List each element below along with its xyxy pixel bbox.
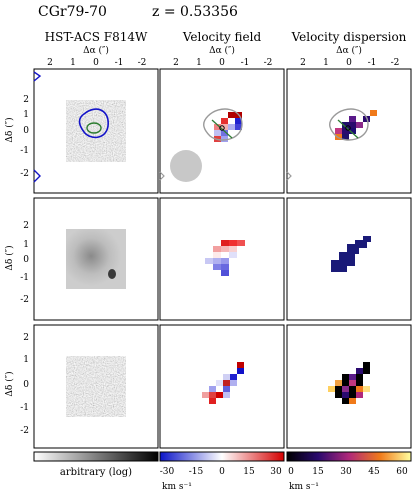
contour-outer — [78, 108, 109, 139]
svg-text:-2: -2 — [20, 426, 29, 436]
svg-text:-1: -1 — [20, 403, 29, 413]
contour-edge-top — [33, 71, 42, 82]
svg-text:-15: -15 — [189, 467, 204, 477]
svg-text:15: 15 — [312, 467, 324, 477]
colorbar-velocity-unit: km s⁻¹ — [162, 482, 192, 492]
ylabel-row3: Δδ (″) — [4, 371, 15, 396]
ylabel-row2: Δδ (″) — [4, 245, 15, 270]
contour-edge-bottom — [33, 169, 41, 183]
colorbar-velocity-ticks: -30 -15 0 15 30 — [160, 467, 282, 477]
ylabel-row1: Δδ (″) — [4, 117, 15, 142]
colorbar-image-label: arbitrary (log) — [60, 467, 132, 478]
redshift-label: z = 0.53356 — [152, 4, 238, 20]
svg-text:2: 2 — [47, 58, 53, 68]
svg-text:-2: -2 — [391, 58, 400, 68]
svg-text:15: 15 — [243, 467, 255, 477]
svg-text:-1: -1 — [368, 58, 377, 68]
hst-stamp-noise — [66, 100, 126, 162]
svg-text:-1: -1 — [20, 146, 29, 156]
svg-text:30: 30 — [340, 467, 352, 477]
velocity-residual-pixels — [202, 362, 244, 404]
x-tick-labels-col3: 2 1 0 -1 -2 — [300, 58, 399, 68]
svg-text:-2: -2 — [20, 169, 29, 179]
panel-hst-residual-row3 — [33, 324, 159, 449]
svg-text:-2: -2 — [264, 58, 273, 68]
beam-psf — [170, 150, 202, 182]
colorbar-dispersion-unit: km s⁻¹ — [289, 482, 319, 492]
xaxis-label-col2: Δα (″) — [209, 45, 235, 56]
x-tick-labels-col2: 2 1 0 -1 -2 — [173, 58, 272, 68]
panel-dispersion-residual-row3 — [286, 324, 412, 449]
xaxis-label-col1: Δα (″) — [83, 45, 109, 56]
panel-velocity-model-row2 — [159, 197, 285, 321]
y-axis-row1: 2 1 0 -1 -2 Δδ (″) — [4, 95, 29, 179]
column-title-velocity-dispersion: Velocity dispersion — [291, 30, 407, 44]
svg-text:2: 2 — [300, 58, 306, 68]
colorbar-velocity: -30 -15 0 15 30 km s⁻¹ — [159, 451, 285, 492]
svg-text:1: 1 — [23, 110, 29, 120]
dispersion-residual-pixels — [328, 362, 370, 404]
svg-text:-1: -1 — [20, 273, 29, 283]
svg-text:-30: -30 — [160, 467, 175, 477]
svg-text:2: 2 — [23, 95, 29, 105]
svg-text:1: 1 — [23, 355, 29, 365]
svg-text:2: 2 — [173, 58, 179, 68]
model-image — [66, 229, 126, 289]
svg-text:1: 1 — [323, 58, 329, 68]
residual-noise — [66, 356, 126, 417]
colorbar-dispersion-ticks: 0 15 30 45 60 — [288, 467, 408, 477]
contour-inner — [86, 122, 102, 134]
svg-text:0: 0 — [23, 255, 29, 265]
column-title-hst: HST-ACS F814W — [45, 30, 148, 44]
svg-text:2: 2 — [23, 333, 29, 343]
y-axis-row2: 2 1 0 -1 -2 Δδ (″) — [4, 221, 29, 305]
panel-dispersion-row1 — [286, 68, 412, 194]
panel-hst-model-row2 — [33, 197, 159, 321]
panel-hst-row1 — [33, 68, 159, 194]
svg-text:0: 0 — [346, 58, 352, 68]
svg-text:0: 0 — [219, 467, 225, 477]
svg-text:-1: -1 — [241, 58, 250, 68]
svg-text:2: 2 — [23, 221, 29, 231]
xaxis-label-col3: Δα (″) — [336, 45, 362, 56]
colorbar-dispersion: 0 15 30 45 60 km s⁻¹ — [286, 451, 412, 492]
companion-source — [108, 269, 116, 279]
panel-velocity-residual-row3 — [159, 324, 285, 449]
svg-text:0: 0 — [219, 58, 225, 68]
y-axis-row3: 2 1 0 -1 -2 Δδ (″) — [4, 333, 29, 436]
svg-text:-2: -2 — [138, 58, 147, 68]
svg-text:1: 1 — [196, 58, 202, 68]
svg-text:0: 0 — [288, 467, 294, 477]
dispersion-model-map — [331, 236, 371, 272]
svg-text:60: 60 — [396, 467, 408, 477]
svg-text:30: 30 — [270, 467, 282, 477]
velocity-model-pixels — [205, 240, 245, 276]
panel-dispersion-model-row2 — [286, 197, 412, 321]
svg-text:0: 0 — [23, 126, 29, 136]
svg-text:1: 1 — [23, 240, 29, 250]
x-tick-labels-col1: 2 1 0 -1 -2 — [47, 58, 146, 68]
panel-velocity-row1 — [159, 68, 285, 194]
object-name: CGr79-70 — [38, 4, 107, 20]
svg-text:-2: -2 — [20, 295, 29, 305]
colorbar-image: arbitrary (log) — [33, 451, 159, 478]
column-title-velocity-field: Velocity field — [182, 30, 262, 44]
svg-text:-1: -1 — [115, 58, 124, 68]
svg-text:1: 1 — [70, 58, 76, 68]
svg-text:0: 0 — [23, 380, 29, 390]
svg-text:45: 45 — [368, 467, 380, 477]
svg-text:0: 0 — [93, 58, 99, 68]
